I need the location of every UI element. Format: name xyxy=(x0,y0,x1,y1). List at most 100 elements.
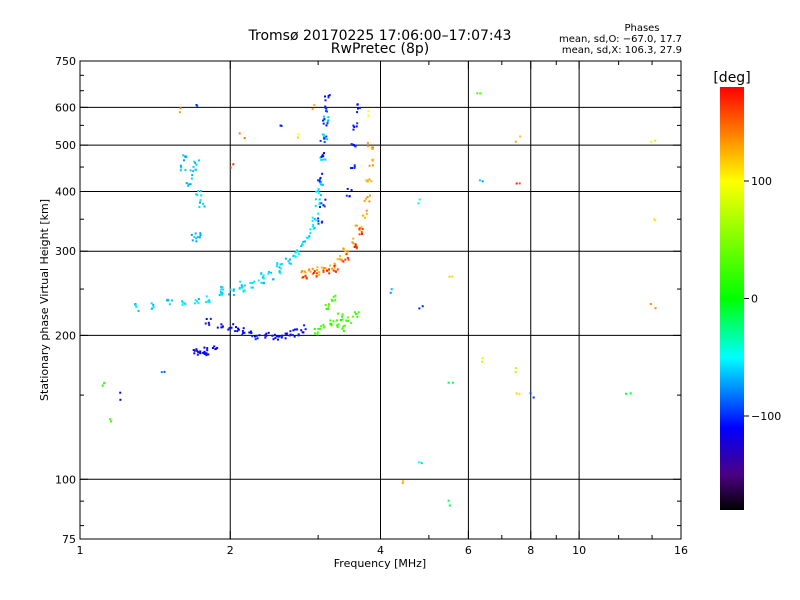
data-point xyxy=(317,220,320,223)
data-point xyxy=(243,331,246,334)
data-point xyxy=(323,140,326,143)
data-point xyxy=(279,263,282,266)
data-point xyxy=(234,330,237,333)
data-point xyxy=(321,155,324,158)
data-point xyxy=(518,182,521,185)
data-point xyxy=(202,351,205,354)
data-point xyxy=(478,179,481,182)
data-point xyxy=(319,139,322,142)
data-point xyxy=(317,217,320,220)
data-point xyxy=(297,333,300,336)
data-point xyxy=(262,277,265,280)
y-tick-label: 100 xyxy=(55,473,76,486)
data-point xyxy=(316,269,319,271)
data-point xyxy=(324,304,327,306)
data-point xyxy=(295,250,298,253)
data-point xyxy=(322,323,325,326)
data-point xyxy=(256,337,259,340)
data-point xyxy=(321,133,324,136)
data-point xyxy=(418,461,421,464)
data-point xyxy=(314,198,317,201)
data-point xyxy=(327,305,330,308)
data-point xyxy=(345,319,348,322)
data-point xyxy=(334,294,337,297)
data-point xyxy=(341,313,344,316)
data-point xyxy=(354,311,356,314)
data-point xyxy=(340,259,343,262)
data-point xyxy=(653,218,656,221)
data-point xyxy=(342,247,345,250)
data-point xyxy=(284,257,287,260)
data-point xyxy=(250,331,253,334)
data-point xyxy=(331,300,334,302)
data-point xyxy=(189,169,192,172)
data-point xyxy=(320,183,323,186)
data-point xyxy=(353,164,356,167)
data-point xyxy=(318,201,321,204)
data-point xyxy=(238,132,241,135)
data-point xyxy=(255,334,258,337)
data-point xyxy=(349,167,352,170)
data-point xyxy=(532,396,535,399)
data-point xyxy=(327,116,330,119)
data-point xyxy=(313,328,316,330)
data-point xyxy=(251,281,254,284)
data-point xyxy=(329,319,332,322)
data-point xyxy=(355,312,358,315)
data-point xyxy=(304,240,306,243)
data-point xyxy=(196,353,199,356)
data-point xyxy=(319,156,322,159)
data-point xyxy=(350,143,353,146)
data-point xyxy=(372,146,374,149)
data-point xyxy=(324,267,327,270)
data-point xyxy=(305,276,308,279)
data-point xyxy=(313,270,316,273)
data-point xyxy=(353,167,356,169)
data-point xyxy=(366,196,369,199)
data-point xyxy=(363,199,366,202)
data-point xyxy=(312,272,315,274)
data-point xyxy=(325,135,328,138)
x-tick-label: 2 xyxy=(227,544,234,557)
data-point xyxy=(327,307,329,310)
data-point xyxy=(197,298,200,301)
data-point xyxy=(187,184,190,187)
data-point xyxy=(341,327,344,330)
data-point xyxy=(346,187,349,190)
data-point xyxy=(183,302,186,305)
data-point xyxy=(323,205,326,208)
data-point xyxy=(238,286,241,289)
data-point xyxy=(321,172,324,175)
data-point xyxy=(354,243,357,246)
data-point xyxy=(366,180,369,183)
data-point xyxy=(227,328,230,331)
x-tick-label: 4 xyxy=(377,544,384,557)
data-point xyxy=(352,242,355,245)
data-point xyxy=(368,178,371,181)
data-point xyxy=(315,190,318,193)
data-points xyxy=(101,92,657,507)
data-point xyxy=(249,281,252,284)
data-point xyxy=(280,336,283,339)
y-tick-label: 600 xyxy=(55,101,76,114)
legend-o-stats: mean, sd,O: −67.0, 17.7 xyxy=(559,34,682,45)
data-point xyxy=(354,245,357,248)
data-point xyxy=(352,124,355,127)
data-point xyxy=(361,233,363,235)
data-point xyxy=(163,370,166,373)
data-point xyxy=(218,294,221,297)
data-point xyxy=(346,316,349,319)
data-point xyxy=(302,240,305,243)
data-point xyxy=(336,326,339,328)
x-tick-label: 16 xyxy=(674,544,688,557)
data-point xyxy=(150,302,153,305)
data-point xyxy=(192,170,195,173)
data-point xyxy=(328,268,330,271)
data-point xyxy=(221,293,224,296)
data-point xyxy=(305,236,308,239)
data-point xyxy=(301,270,303,272)
data-point xyxy=(194,232,197,235)
data-point xyxy=(371,164,374,167)
data-point xyxy=(195,348,198,351)
data-point xyxy=(258,334,261,337)
